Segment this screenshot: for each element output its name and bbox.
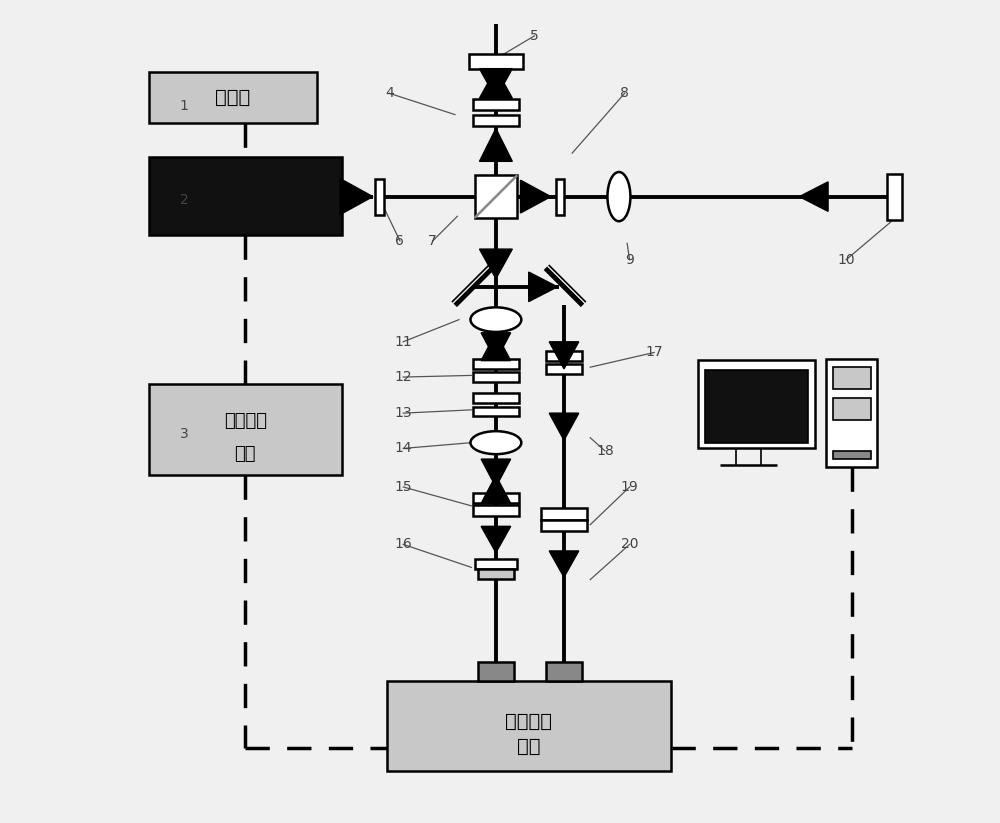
Text: 17: 17 <box>645 346 663 360</box>
Polygon shape <box>799 182 828 212</box>
Bar <box>149 72 317 123</box>
Polygon shape <box>549 551 579 577</box>
Text: 5: 5 <box>530 29 539 43</box>
Bar <box>473 493 519 504</box>
Text: 2: 2 <box>180 193 189 207</box>
Text: 18: 18 <box>596 444 614 458</box>
Bar <box>556 179 564 215</box>
Bar <box>826 359 877 467</box>
Text: 4: 4 <box>385 86 394 100</box>
Bar <box>469 53 523 68</box>
Bar <box>833 367 871 388</box>
Bar <box>541 520 587 532</box>
Ellipse shape <box>470 307 521 332</box>
Polygon shape <box>479 68 512 98</box>
Text: 11: 11 <box>394 335 412 349</box>
Text: 1: 1 <box>180 100 189 114</box>
Polygon shape <box>479 68 512 98</box>
Text: 14: 14 <box>394 441 412 455</box>
Bar <box>475 559 517 569</box>
Bar <box>705 370 808 443</box>
Bar <box>475 175 517 218</box>
Bar <box>698 360 815 449</box>
Bar <box>833 451 871 459</box>
Text: 6: 6 <box>395 234 404 248</box>
Text: 19: 19 <box>621 480 638 494</box>
Polygon shape <box>529 272 557 301</box>
Bar <box>473 393 519 403</box>
Text: 7: 7 <box>428 234 437 248</box>
Bar <box>149 157 342 235</box>
Bar <box>473 99 519 109</box>
Text: 原子钟: 原子钟 <box>215 88 251 107</box>
Text: 10: 10 <box>837 253 855 267</box>
Text: 12: 12 <box>394 370 412 384</box>
Text: 3: 3 <box>180 427 189 441</box>
Polygon shape <box>481 332 511 360</box>
Text: 数据采集: 数据采集 <box>505 712 552 731</box>
Polygon shape <box>479 128 512 161</box>
Bar <box>473 372 519 382</box>
Polygon shape <box>479 249 512 279</box>
Bar <box>375 179 384 215</box>
Polygon shape <box>521 180 551 213</box>
Bar <box>149 384 342 476</box>
Bar <box>546 364 582 374</box>
Polygon shape <box>481 459 511 487</box>
Text: 9: 9 <box>625 253 634 267</box>
Bar <box>887 174 902 220</box>
Bar <box>478 662 514 681</box>
Bar <box>541 509 587 520</box>
Bar <box>473 115 519 126</box>
Bar <box>473 407 519 416</box>
Polygon shape <box>549 413 579 440</box>
Text: 20: 20 <box>621 537 638 551</box>
Text: 13: 13 <box>394 406 412 420</box>
Text: 设备: 设备 <box>517 737 540 756</box>
Text: 8: 8 <box>620 86 629 100</box>
Polygon shape <box>340 179 373 215</box>
Polygon shape <box>481 476 511 504</box>
Ellipse shape <box>470 431 521 454</box>
Text: 设备: 设备 <box>235 445 256 463</box>
Bar <box>546 351 582 360</box>
Text: 16: 16 <box>394 537 412 551</box>
Bar <box>387 681 671 771</box>
Text: 15: 15 <box>394 480 412 494</box>
Bar <box>473 359 519 369</box>
Bar <box>833 398 871 420</box>
Polygon shape <box>549 342 579 369</box>
Bar <box>478 569 514 579</box>
Polygon shape <box>481 527 511 552</box>
Text: 伺服控制: 伺服控制 <box>224 412 267 430</box>
Polygon shape <box>481 332 511 360</box>
Ellipse shape <box>607 172 630 221</box>
Bar <box>473 505 519 516</box>
Bar <box>546 662 582 681</box>
